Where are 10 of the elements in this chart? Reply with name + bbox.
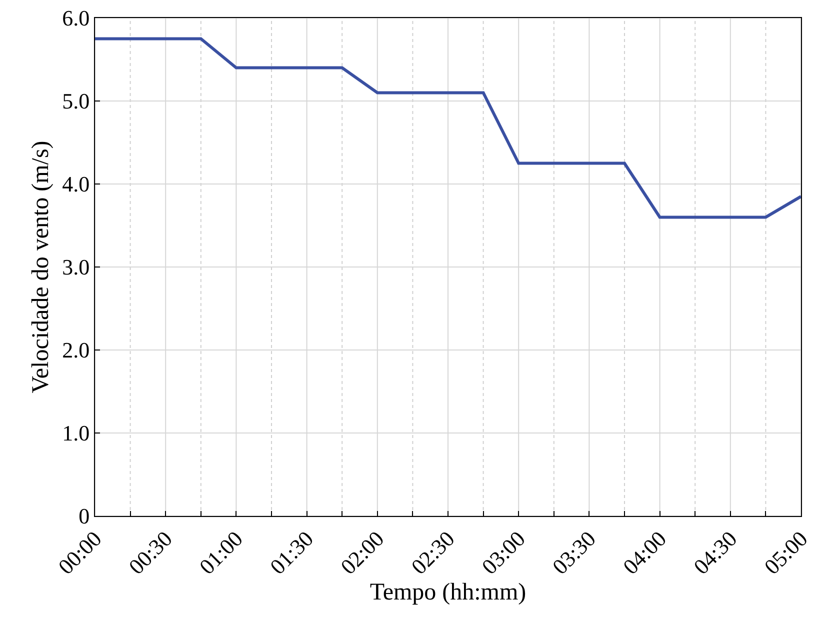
y-tick-label: 6.0 — [62, 6, 90, 31]
y-tick-label: 0 — [78, 504, 90, 529]
x-axis-title: Tempo (hh:mm) — [370, 579, 526, 606]
y-tick-label: 3.0 — [62, 254, 90, 280]
y-tick-label: 4.0 — [62, 172, 90, 197]
y-tick-label: 5.0 — [62, 88, 90, 114]
y-tick-label: 2.0 — [62, 338, 90, 363]
y-axis-title: Velocidade do vento (m/s) — [28, 140, 54, 394]
line-series — [95, 37, 801, 219]
y-tick-label: 1.0 — [62, 420, 90, 446]
